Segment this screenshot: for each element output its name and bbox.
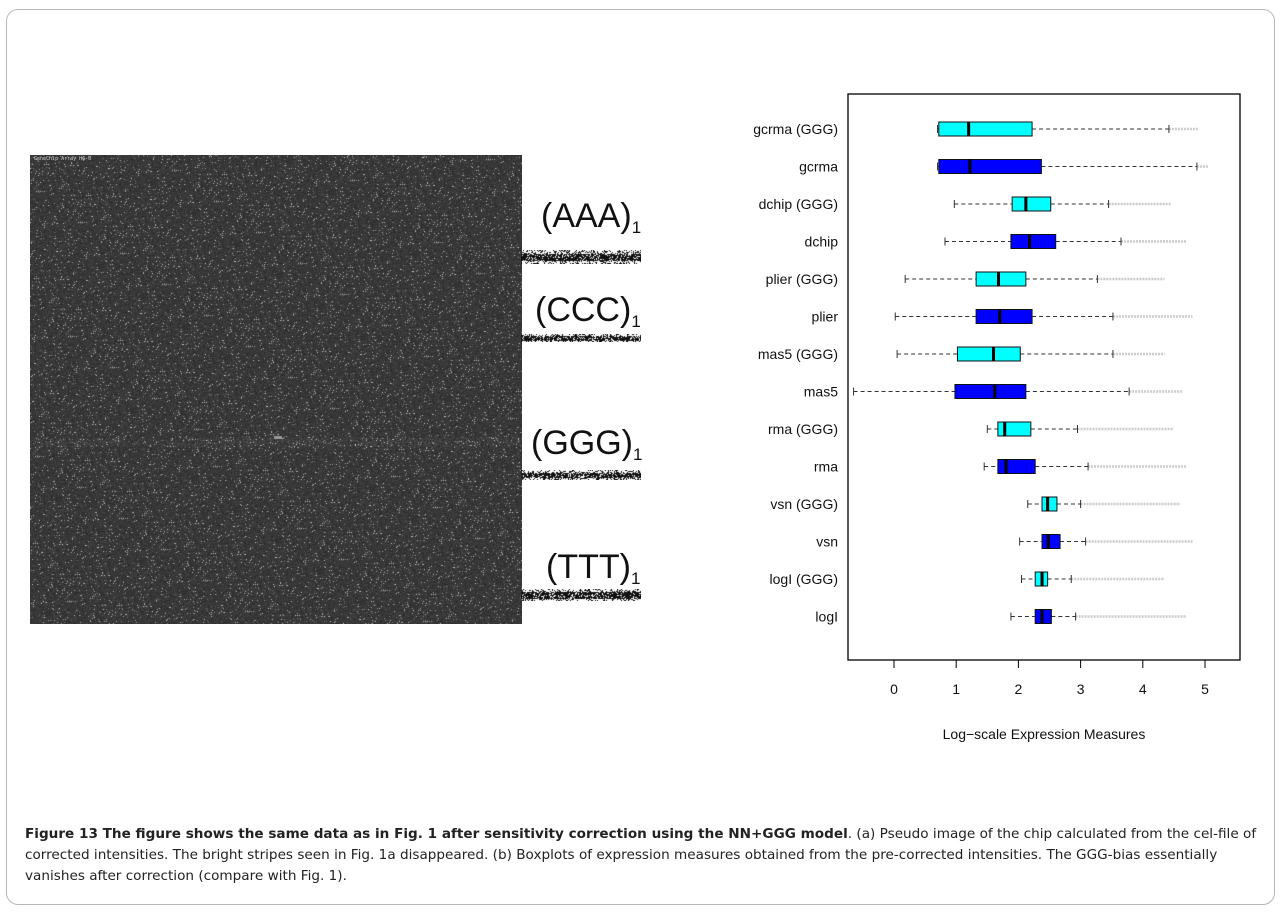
category-label: mas5 (GGG)	[758, 346, 838, 362]
caption-body: . (a) Pseudo image of the chip calculate…	[25, 826, 1257, 884]
motif-stripe-ccc	[521, 334, 641, 342]
box	[1011, 196, 1052, 212]
box	[1041, 496, 1058, 512]
category-label: plier	[812, 309, 839, 325]
box	[954, 384, 1027, 399]
x-tick-label: 0	[890, 681, 898, 697]
x-axis-label: Log−scale Expression Measures	[943, 726, 1146, 742]
x-tick-label: 4	[1139, 681, 1147, 697]
category-label: vsn (GGG)	[770, 496, 838, 512]
motif-label-ggg: (GGG)1	[531, 424, 643, 464]
category-label: mas5	[804, 384, 838, 400]
category-label: logI	[815, 609, 838, 625]
category-label: gcrma	[799, 159, 838, 175]
category-label: plier (GGG)	[766, 271, 838, 287]
box	[1010, 234, 1057, 249]
x-tick-label: 2	[1015, 681, 1023, 697]
x-tick-label: 3	[1077, 681, 1085, 697]
box	[997, 421, 1032, 437]
box	[975, 309, 1033, 324]
category-label: vsn	[816, 534, 838, 550]
motif-label-aaa: (AAA)1	[541, 197, 642, 237]
motif-label-ccc: (CCC)1	[535, 291, 641, 331]
category-label: logI (GGG)	[770, 571, 838, 587]
chip-pseudo-image: GeneChip Array HG-U	[30, 155, 522, 624]
box	[997, 459, 1036, 474]
category-label: gcrma (GGG)	[753, 121, 838, 137]
category-label: rma	[814, 459, 838, 475]
motif-stripe-ggg	[521, 470, 641, 480]
box	[956, 346, 1021, 362]
x-tick-label: 1	[952, 681, 960, 697]
figure-caption: Figure 13 The figure shows the same data…	[25, 824, 1261, 887]
category-label: rma (GGG)	[768, 421, 838, 437]
box	[975, 271, 1027, 287]
box	[1041, 534, 1061, 549]
motif-stripe-aaa	[521, 250, 641, 264]
motif-label-ttt: (TTT)1	[546, 548, 641, 588]
chip-label: GeneChip Array HG-U	[34, 156, 92, 162]
x-tick-label: 5	[1201, 681, 1209, 697]
caption-title: Figure 13 The figure shows the same data…	[25, 826, 848, 842]
box	[938, 159, 1042, 174]
category-label: dchip (GGG)	[759, 196, 838, 212]
chip-noise-texture	[30, 155, 522, 624]
motif-stripe-ttt	[521, 589, 641, 601]
plot-frame	[847, 93, 1241, 661]
box	[938, 121, 1033, 137]
category-label: dchip	[805, 234, 839, 250]
